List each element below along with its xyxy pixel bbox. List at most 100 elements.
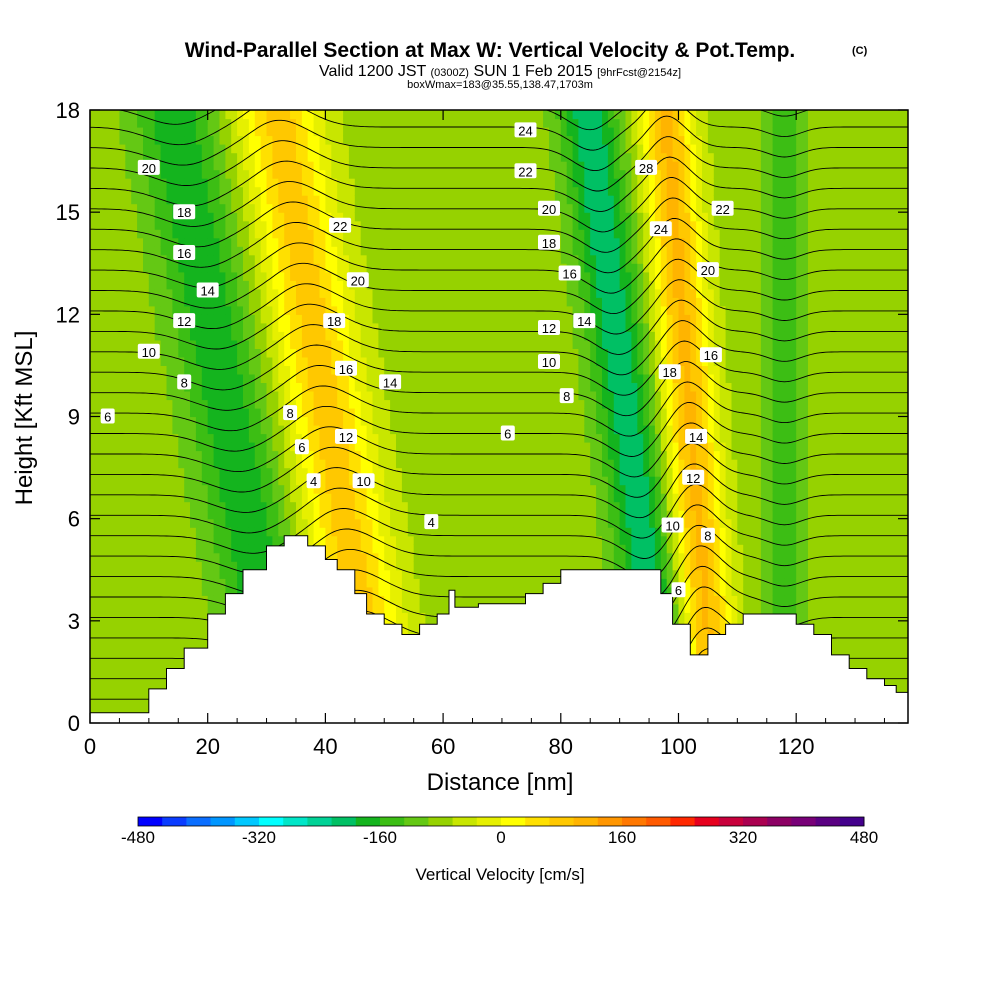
field-cell xyxy=(178,339,185,349)
field-cell xyxy=(437,467,444,477)
field-cell xyxy=(278,322,285,332)
field-cell xyxy=(296,527,303,537)
field-cell xyxy=(201,416,209,426)
field-cell xyxy=(360,144,368,154)
field-cell xyxy=(348,416,356,426)
field-cell xyxy=(284,442,291,452)
field-cell xyxy=(237,305,244,315)
field-cell xyxy=(254,518,262,528)
field-cell xyxy=(443,331,450,341)
field-cell xyxy=(378,416,385,426)
field-cell xyxy=(219,476,226,486)
field-cell xyxy=(231,459,238,469)
field-cell xyxy=(172,416,179,426)
field-cell xyxy=(219,212,226,222)
field-cell xyxy=(313,161,321,171)
field-cell xyxy=(296,229,303,239)
field-cell xyxy=(154,152,162,162)
field-cell xyxy=(172,331,179,341)
field-cell xyxy=(472,578,479,588)
field-cell xyxy=(160,535,168,545)
field-cell xyxy=(260,356,268,366)
field-cell xyxy=(472,425,479,435)
field-cell xyxy=(384,527,391,537)
field-cell xyxy=(107,654,115,664)
field-cell xyxy=(331,493,338,503)
field-cell xyxy=(343,110,350,120)
field-cell xyxy=(384,271,391,281)
field-cell xyxy=(166,254,173,264)
field-cell xyxy=(425,399,432,409)
field-cell xyxy=(231,391,238,401)
field-cell xyxy=(160,186,168,196)
field-cell xyxy=(195,314,203,324)
field-cell xyxy=(384,110,391,120)
field-cell xyxy=(219,144,226,154)
field-cell xyxy=(490,263,497,273)
field-cell xyxy=(243,127,250,137)
field-cell xyxy=(113,654,120,664)
field-cell xyxy=(325,535,332,545)
field-cell xyxy=(125,442,132,452)
field-cell xyxy=(390,229,397,239)
field-cell xyxy=(101,382,109,392)
field-cell xyxy=(466,144,474,154)
field-cell xyxy=(107,195,115,205)
field-cell xyxy=(290,382,297,392)
field-cell xyxy=(348,152,356,162)
field-cell xyxy=(125,288,132,298)
field-cell xyxy=(313,322,321,332)
field-cell xyxy=(254,195,262,205)
field-cell xyxy=(478,408,485,418)
field-cell xyxy=(137,263,144,273)
field-cell xyxy=(472,254,479,264)
field-cell xyxy=(266,373,273,383)
field-cell xyxy=(343,263,350,273)
field-cell xyxy=(272,433,279,443)
field-cell xyxy=(290,442,297,452)
field-cell xyxy=(366,356,374,366)
field-cell xyxy=(95,365,103,375)
field-cell xyxy=(272,356,279,366)
field-cell xyxy=(478,314,485,324)
field-cell xyxy=(237,433,244,443)
field-cell xyxy=(348,467,356,477)
field-cell xyxy=(154,569,162,579)
field-cell xyxy=(166,476,173,486)
field-cell xyxy=(378,544,385,554)
field-cell xyxy=(143,144,150,154)
field-cell xyxy=(237,161,244,171)
field-cell xyxy=(260,195,268,205)
field-cell xyxy=(443,254,450,264)
field-cell xyxy=(95,654,103,664)
field-cell xyxy=(407,356,415,366)
field-cell xyxy=(184,629,191,639)
field-cell xyxy=(101,518,109,528)
field-cell xyxy=(166,425,173,435)
field-cell xyxy=(119,527,126,537)
field-cell xyxy=(90,169,97,179)
field-cell xyxy=(125,425,132,435)
field-cell xyxy=(101,595,109,605)
field-cell xyxy=(419,569,427,579)
field-cell xyxy=(443,127,450,137)
field-cell xyxy=(148,297,156,307)
field-cell xyxy=(207,373,215,383)
field-cell xyxy=(390,544,397,554)
field-cell xyxy=(119,271,126,281)
field-cell xyxy=(207,365,215,375)
field-cell xyxy=(160,280,168,290)
field-cell xyxy=(119,620,126,630)
field-cell xyxy=(454,144,462,154)
field-cell xyxy=(113,416,120,426)
field-cell xyxy=(366,152,374,162)
field-cell xyxy=(237,544,244,554)
field-cell xyxy=(466,425,474,435)
field-cell xyxy=(384,144,391,154)
field-cell xyxy=(490,229,497,239)
field-cell xyxy=(113,135,120,145)
field-cell xyxy=(143,680,150,690)
field-cell xyxy=(248,110,256,120)
field-cell xyxy=(131,297,138,307)
field-cell xyxy=(366,246,374,256)
